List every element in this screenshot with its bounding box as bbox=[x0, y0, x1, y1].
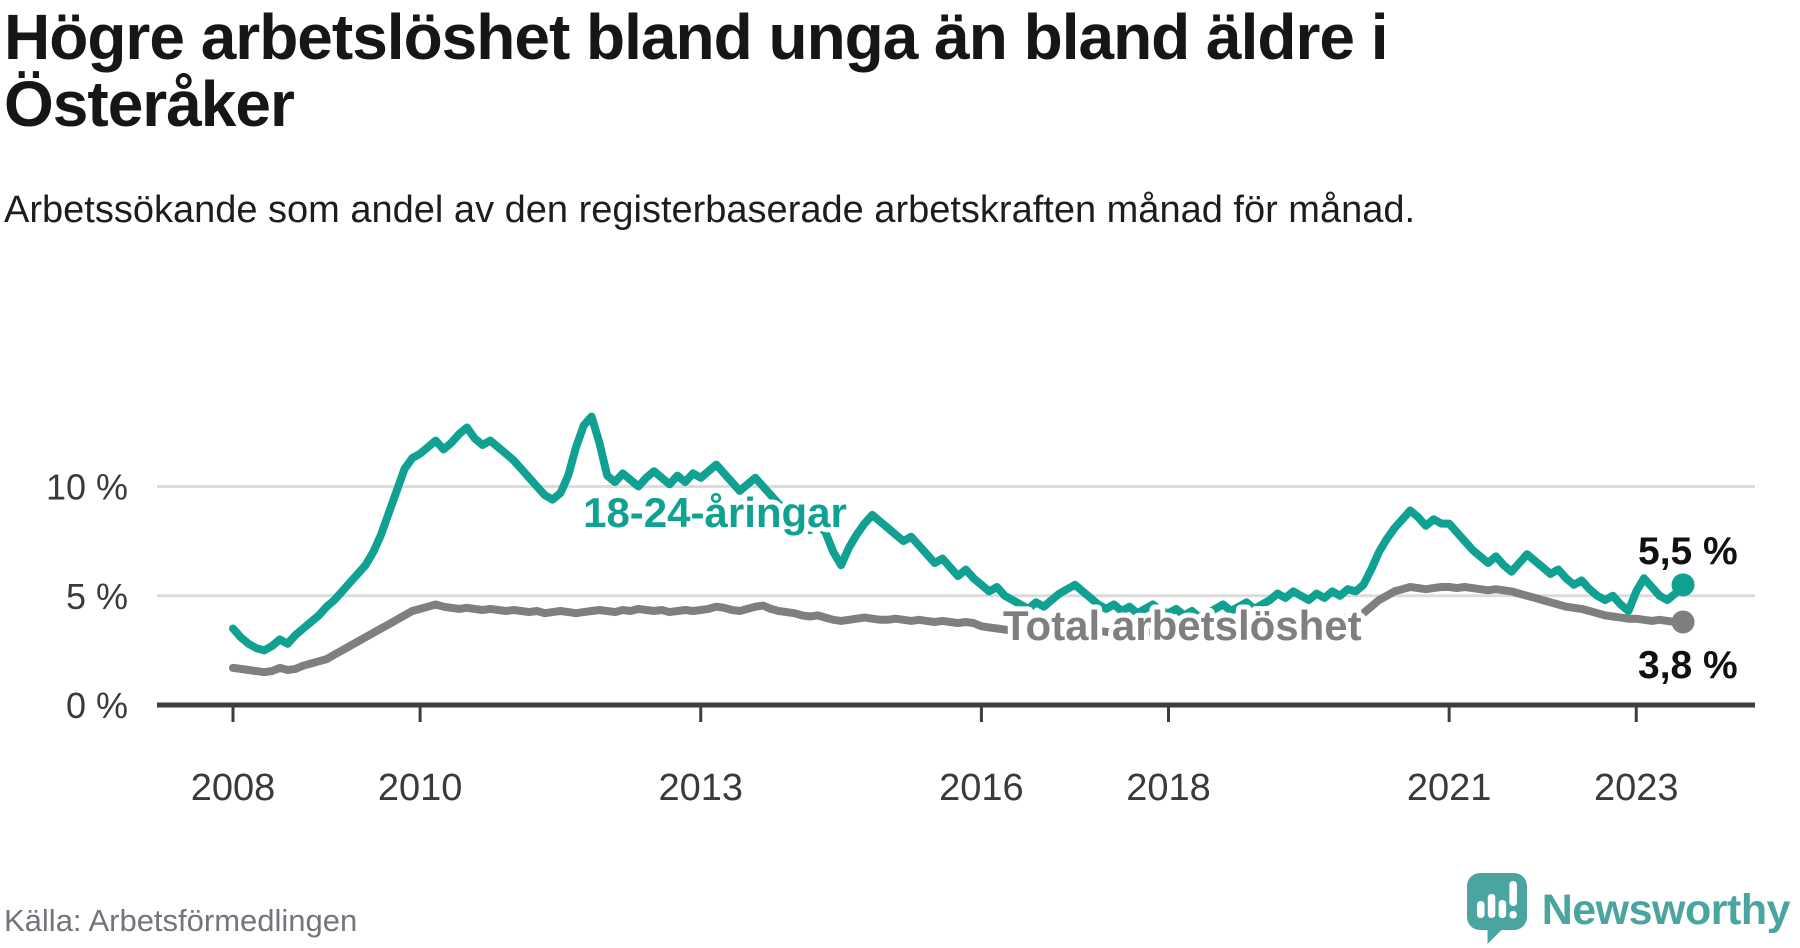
series-line-18-24-ringar bbox=[229, 412, 1687, 655]
x-tick-label: 2016 bbox=[939, 767, 1024, 809]
series-label: 18-24-åringar bbox=[583, 489, 847, 536]
end-value-label: 5,5 % bbox=[1638, 530, 1738, 573]
y-tick-label: 0 % bbox=[66, 685, 128, 726]
source-note: Källa: Arbetsförmedlingen bbox=[4, 903, 358, 938]
x-tick-label: 2013 bbox=[658, 767, 743, 809]
series-end-dot bbox=[1671, 573, 1695, 597]
brand-logo: Newsworthy bbox=[1466, 872, 1791, 946]
x-tick-label: 2018 bbox=[1126, 767, 1211, 809]
x-tick-label: 2010 bbox=[378, 767, 463, 809]
x-tick-label: 2023 bbox=[1594, 767, 1679, 809]
series-label: Total arbetslöshet bbox=[1003, 602, 1362, 649]
brand-name: Newsworthy bbox=[1541, 885, 1791, 934]
newsworthy-speech-bubble-bar-chart-icon bbox=[1466, 873, 1527, 944]
end-value-label: 3,8 % bbox=[1638, 644, 1738, 687]
page-title: Högre arbetslöshet bland unga än bland ä… bbox=[4, 1, 1389, 140]
series-line-total-arbetsl-shet bbox=[229, 583, 1687, 677]
chart-subtitle: Arbetssökande som andel av den registerb… bbox=[4, 189, 1416, 231]
series-end-dot bbox=[1671, 610, 1695, 634]
y-tick-label: 5 % bbox=[66, 576, 128, 617]
y-tick-label: 10 % bbox=[46, 467, 128, 508]
x-tick-label: 2021 bbox=[1407, 767, 1492, 809]
x-tick-label: 2008 bbox=[191, 767, 276, 809]
